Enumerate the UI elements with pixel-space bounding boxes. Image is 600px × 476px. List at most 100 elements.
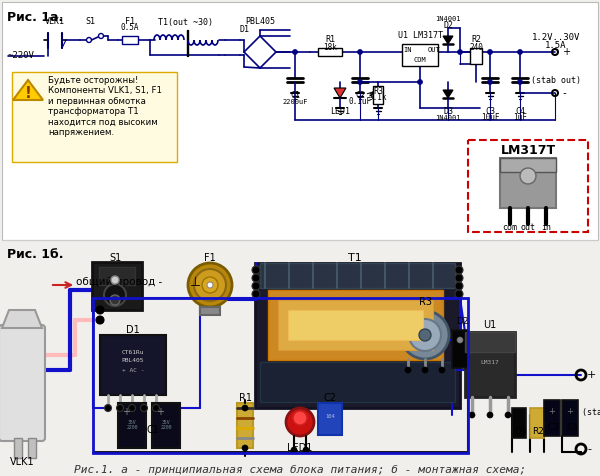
Circle shape <box>104 284 126 306</box>
Bar <box>373 86 383 104</box>
Text: +: + <box>156 407 164 417</box>
Text: +: + <box>560 47 571 57</box>
Polygon shape <box>443 90 453 98</box>
Bar <box>465 332 515 397</box>
Text: D3: D3 <box>443 108 453 117</box>
Bar <box>452 330 468 368</box>
Text: R1: R1 <box>239 393 251 403</box>
Text: Будьте осторожны!
Компоненты VLK1, S1, F1
и первинная обмотка
трансформатора T1
: Будьте осторожны! Компоненты VLK1, S1, F… <box>48 76 162 137</box>
Text: 1uF: 1uF <box>513 113 527 122</box>
Text: общий провод -: общий провод - <box>76 277 162 287</box>
Text: +: + <box>548 407 556 416</box>
Text: -: - <box>560 88 566 98</box>
Bar <box>402 44 438 66</box>
Text: 18k: 18k <box>323 42 337 51</box>
Circle shape <box>457 337 463 343</box>
Bar <box>318 48 342 56</box>
Text: +: + <box>122 407 130 417</box>
Circle shape <box>455 274 463 282</box>
Bar <box>118 403 146 448</box>
Bar <box>100 335 166 395</box>
Circle shape <box>110 295 120 305</box>
Text: C3: C3 <box>548 424 560 433</box>
Text: R2: R2 <box>471 36 481 44</box>
Circle shape <box>291 447 297 453</box>
Circle shape <box>455 282 463 290</box>
Bar <box>255 263 460 408</box>
Circle shape <box>439 367 445 373</box>
Bar <box>288 310 423 340</box>
Text: (stab out): (stab out) <box>531 76 581 85</box>
Circle shape <box>419 329 431 341</box>
Bar <box>14 438 22 458</box>
Bar <box>278 300 433 350</box>
Text: 104: 104 <box>325 415 335 419</box>
Text: CT61Ru: CT61Ru <box>122 349 144 355</box>
Text: T1(out ~30): T1(out ~30) <box>157 18 212 27</box>
Polygon shape <box>13 80 43 100</box>
Text: 1N4001: 1N4001 <box>435 16 461 22</box>
Polygon shape <box>443 36 453 44</box>
Bar <box>260 263 455 288</box>
Text: -: - <box>587 444 591 454</box>
Bar <box>544 400 560 436</box>
Circle shape <box>418 79 422 85</box>
Text: ⊥: ⊥ <box>190 276 200 288</box>
Circle shape <box>252 266 260 274</box>
Bar <box>12 72 177 162</box>
Circle shape <box>293 411 307 425</box>
Text: C3: C3 <box>485 108 495 117</box>
Text: R3: R3 <box>373 88 383 97</box>
Polygon shape <box>334 88 346 98</box>
Bar <box>512 408 526 438</box>
Text: T1: T1 <box>348 253 362 263</box>
Bar <box>260 362 455 402</box>
Circle shape <box>422 367 428 373</box>
Circle shape <box>242 405 248 411</box>
Circle shape <box>455 290 463 298</box>
Text: OUT: OUT <box>428 47 440 53</box>
Circle shape <box>409 319 441 351</box>
Bar <box>562 400 578 436</box>
Circle shape <box>405 367 411 373</box>
Circle shape <box>505 412 511 418</box>
Text: C4: C4 <box>515 108 525 117</box>
Circle shape <box>286 408 314 436</box>
Text: + AC -: + AC - <box>122 367 144 373</box>
Circle shape <box>242 445 248 451</box>
Text: +: + <box>566 407 574 416</box>
Circle shape <box>116 405 124 411</box>
Circle shape <box>128 405 136 411</box>
Text: R2: R2 <box>532 427 544 436</box>
Text: F1: F1 <box>125 18 135 27</box>
Circle shape <box>152 405 160 411</box>
Bar <box>268 290 443 360</box>
Bar <box>465 332 515 352</box>
Text: Рис. 1б.: Рис. 1б. <box>7 248 64 261</box>
Text: com: com <box>503 224 517 232</box>
Circle shape <box>469 412 475 418</box>
Bar <box>470 48 482 64</box>
Bar <box>93 298 468 453</box>
Text: D1: D1 <box>126 325 140 335</box>
Bar <box>2 2 598 240</box>
Bar <box>468 140 588 232</box>
Text: F1: F1 <box>204 253 216 263</box>
Circle shape <box>358 50 362 54</box>
Circle shape <box>202 277 218 293</box>
Polygon shape <box>2 310 42 328</box>
Text: S1: S1 <box>85 18 95 27</box>
Text: !: ! <box>25 86 31 100</box>
Circle shape <box>458 50 463 54</box>
Text: 0.5A: 0.5A <box>121 23 139 32</box>
Bar <box>152 403 180 448</box>
FancyBboxPatch shape <box>0 325 45 441</box>
Text: LED1: LED1 <box>287 443 313 453</box>
Circle shape <box>252 290 260 298</box>
Text: D2: D2 <box>443 20 453 30</box>
Text: VLK1: VLK1 <box>45 18 65 27</box>
Circle shape <box>96 306 104 314</box>
Text: 1.5A: 1.5A <box>545 41 567 50</box>
Text: PBL405: PBL405 <box>245 18 275 27</box>
Circle shape <box>194 269 226 301</box>
